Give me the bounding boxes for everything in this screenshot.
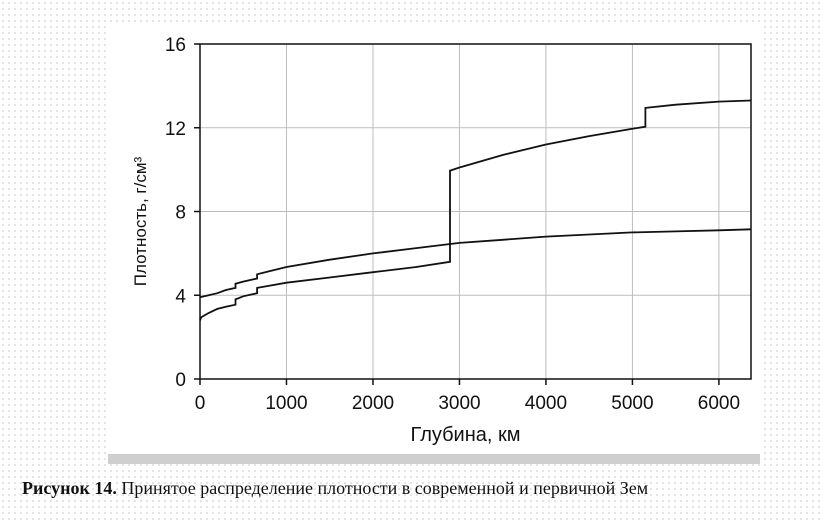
grid-layer <box>199 43 751 380</box>
chart-svg: 0 1000 2000 3000 4000 5000 6000 0 4 8 12 16 Глубина… <box>131 35 752 446</box>
x-tick-label: 1000 <box>265 393 307 414</box>
x-tick-label: 5000 <box>611 393 653 414</box>
series-line-1 <box>199 99 752 321</box>
x-tick-label: 2000 <box>352 393 394 414</box>
y-tick-label: 4 <box>175 286 186 307</box>
tick-layer: 0 1000 2000 3000 4000 5000 6000 0 4 8 12 16 <box>165 35 740 414</box>
figure-caption: Рисунок 14. Принятое распределение плотн… <box>0 478 823 499</box>
density-chart: 0 1000 2000 3000 4000 5000 6000 0 4 8 12 16 Глубина… <box>108 24 760 454</box>
horizontal-scrollbar[interactable] <box>108 454 760 464</box>
y-tick-label: 16 <box>165 35 186 56</box>
x-tick-label: 0 <box>195 393 206 414</box>
y-tick-label: 0 <box>175 370 186 391</box>
y-tick-label: 8 <box>175 203 186 224</box>
x-tick-label: 6000 <box>698 393 740 414</box>
series-layer <box>199 99 752 321</box>
x-tick-label: 4000 <box>525 393 567 414</box>
series-line-2 <box>199 228 752 299</box>
y-axis-title: Плотность, г/см³ <box>131 156 150 286</box>
caption-text: Принятое распределение плотности в совре… <box>116 478 649 498</box>
x-tick-label: 3000 <box>438 393 480 414</box>
caption-prefix: Рисунок 14. <box>22 478 117 498</box>
y-tick-label: 12 <box>165 119 186 140</box>
x-axis-title: Глубина, км <box>410 424 520 446</box>
